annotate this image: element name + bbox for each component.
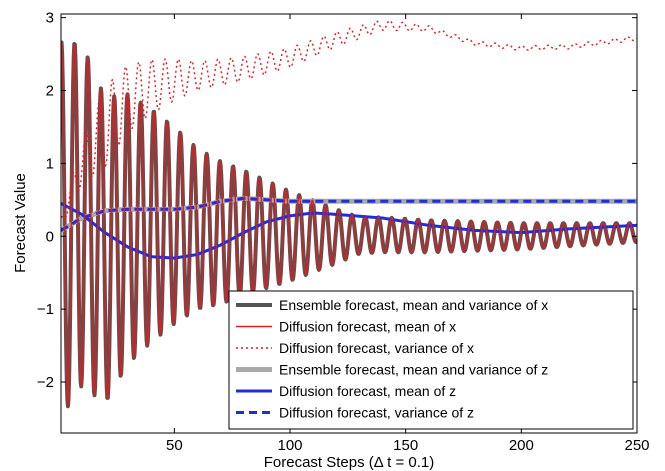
x-axis-label: Forecast Steps (Δ t = 0.1) [264,454,435,471]
y-axis-label: Forecast Value [12,173,29,273]
legend-label-2: Diffusion forecast, variance of x [279,340,474,356]
legend-box [228,290,634,430]
x-tick-label: 250 [624,437,649,454]
series-line-1 [61,41,637,407]
legend-label-1: Diffusion forecast, mean of x [279,319,456,335]
y-tick-label: 0 [46,228,54,245]
legend-label-5: Diffusion forecast, variance of z [279,405,474,421]
series-line-4 [61,202,637,260]
series-line-5 [61,196,637,232]
y-tick-label: −1 [37,301,54,318]
legend-label-0: Ensemble forecast, mean and variance of … [279,297,548,313]
y-tick-label: 2 [46,83,54,100]
x-tick-label: 200 [509,437,534,454]
x-tick-label: 50 [166,437,183,454]
y-tick-label: 3 [46,10,54,27]
series-layer [61,19,637,409]
y-tick-label: −2 [37,374,54,391]
legend-label-3: Ensemble forecast, mean and variance of … [279,362,548,378]
x-tick-label: 100 [277,437,302,454]
x-tick-label: 150 [393,437,418,454]
plot-frame [60,13,638,434]
tick-layer: 50 100 150 200 250 −2 −1 0 1 2 3 [37,10,650,454]
y-tick-label: 1 [46,155,54,172]
legend: Ensemble forecast, mean and variance of … [228,290,634,430]
legend-label-4: Diffusion forecast, mean of z [279,383,456,399]
